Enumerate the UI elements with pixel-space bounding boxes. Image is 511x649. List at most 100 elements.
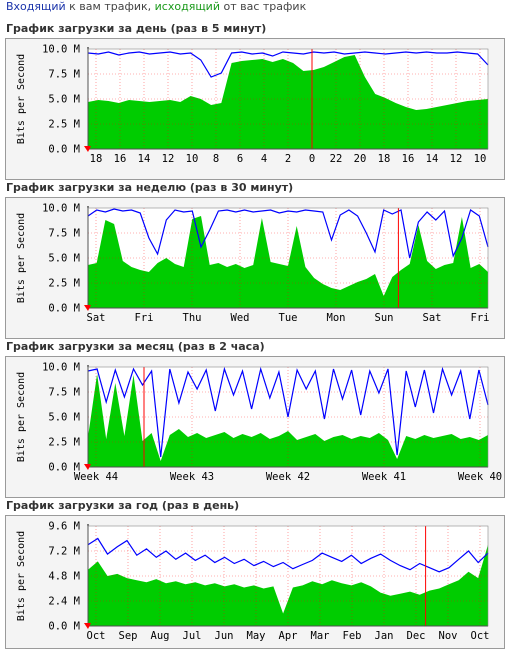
plot-border xyxy=(87,366,489,468)
y-tick-label: 2.5 M xyxy=(48,437,80,449)
axis-origin-arrow xyxy=(84,464,91,470)
y-axis-title: Bits per Second xyxy=(16,531,27,621)
y-tick-label: 10.0 M xyxy=(42,203,80,215)
x-tick-label: 12 xyxy=(162,153,175,165)
x-tick-label: Dec xyxy=(407,630,426,642)
x-tick-label: Aug xyxy=(151,630,170,642)
legend-out-text: от вас трафик xyxy=(219,0,307,13)
x-tick-label: Fri xyxy=(135,312,154,324)
legend: Входящий к вам трафик, исходящий от вас … xyxy=(6,0,306,13)
incoming-traffic-line xyxy=(87,366,489,458)
day-chart-panel: График загрузки за день (раз в 5 минут) … xyxy=(0,22,511,184)
month-chart-title: График загрузки за месяц (раз в 2 часа) xyxy=(6,340,265,353)
x-tick-label: Jul xyxy=(183,630,202,642)
x-tick-label: Thu xyxy=(183,312,202,324)
x-tick-label: Tue xyxy=(279,312,298,324)
outgoing-traffic-area xyxy=(88,216,488,308)
x-tick-label: Sun xyxy=(375,312,394,324)
x-tick-label: 20 xyxy=(354,153,367,165)
x-tick-label: Oct xyxy=(471,630,490,642)
x-tick-label: Wed xyxy=(231,312,250,324)
plot-border xyxy=(87,48,489,150)
x-tick-label: 0 xyxy=(309,153,315,165)
y-axis-title: Bits per Second xyxy=(16,54,27,144)
axis-origin-arrow xyxy=(84,623,91,629)
x-tick-label: 4 xyxy=(261,153,267,165)
y-tick-label: 9.6 M xyxy=(48,521,80,533)
y-tick-label: 2.5 M xyxy=(48,278,80,290)
day-chart: 10.0 M 7.5 M 5.0 M 2.5 M 0.0 M 18 16 14 12 10 8 6 4 2… xyxy=(16,44,489,165)
y-tick-label: 10.0 M xyxy=(42,362,80,374)
x-tick-label: May xyxy=(247,630,266,642)
x-tick-label: Mon xyxy=(327,312,346,324)
plot-border xyxy=(87,207,489,309)
y-tick-label: 5.0 M xyxy=(48,412,80,424)
y-tick-label: 7.2 M xyxy=(48,546,80,558)
x-tick-label: Fri xyxy=(471,312,490,324)
y-tick-label: 2.5 M xyxy=(48,119,80,131)
year-chart: 9.6 M 7.2 M 4.8 M 2.4 M 0.0 M Oct Sep Aug Jul Jun… xyxy=(16,521,490,643)
x-tick-label: Nov xyxy=(439,630,458,642)
x-tick-label: Sat xyxy=(423,312,442,324)
x-tick-label: 14 xyxy=(426,153,439,165)
outgoing-traffic-area xyxy=(88,374,488,467)
x-tick-label: Week 43 xyxy=(170,471,214,483)
incoming-traffic-line xyxy=(87,208,489,259)
y-tick-label: 2.4 M xyxy=(48,596,80,608)
axis-origin-arrow xyxy=(84,146,91,152)
y-axis-title: Bits per Second xyxy=(16,372,27,462)
y-tick-label: 7.5 M xyxy=(48,69,80,81)
year-chart-panel: График загрузки за год (раз в день) 9.6 … xyxy=(0,499,511,649)
legend-in-text: к вам трафик, xyxy=(65,0,155,13)
x-tick-label: 8 xyxy=(213,153,219,165)
incoming-traffic-line xyxy=(87,537,489,573)
x-tick-label: 10 xyxy=(474,153,487,165)
x-tick-label: Week 40 xyxy=(458,471,502,483)
month-chart-panel: График загрузки за месяц (раз в 2 часа) … xyxy=(0,340,511,502)
legend-out-word: исходящий xyxy=(154,0,220,13)
x-tick-label: 18 xyxy=(378,153,391,165)
week-chart-panel: График загрузки за неделю (раз в 30 мину… xyxy=(0,181,511,343)
x-tick-label: Week 42 xyxy=(266,471,310,483)
x-tick-label: 2 xyxy=(285,153,291,165)
legend-in-word: Входящий xyxy=(6,0,66,13)
plot-border xyxy=(87,525,489,627)
x-tick-label: 10 xyxy=(186,153,199,165)
incoming-traffic-line xyxy=(87,51,489,78)
x-tick-label: Jan xyxy=(375,630,394,642)
x-tick-label: 22 xyxy=(330,153,343,165)
year-chart-title: График загрузки за год (раз в день) xyxy=(6,499,240,512)
x-tick-label: 12 xyxy=(450,153,463,165)
x-tick-label: 16 xyxy=(402,153,415,165)
x-tick-label: 18 xyxy=(90,153,103,165)
x-tick-label: Week 44 xyxy=(74,471,118,483)
week-chart: 10.0 M 7.5 M 5.0 M 2.5 M 0.0 M Sat Fri Thu Wed Tu… xyxy=(16,203,490,325)
x-tick-label: 16 xyxy=(114,153,127,165)
y-tick-label: 5.0 M xyxy=(48,253,80,265)
day-chart-title: График загрузки за день (раз в 5 минут) xyxy=(6,22,267,35)
x-tick-label: Week 41 xyxy=(362,471,406,483)
x-tick-label: Feb xyxy=(343,630,362,642)
x-tick-label: Mar xyxy=(311,630,330,642)
x-tick-label: Jun xyxy=(215,630,234,642)
y-tick-label: 5.0 M xyxy=(48,94,80,106)
y-tick-label: 10.0 M xyxy=(42,44,80,56)
y-tick-label: 0.0 M xyxy=(48,303,80,315)
x-tick-label: 6 xyxy=(237,153,243,165)
x-tick-label: Oct xyxy=(87,630,106,642)
y-tick-label: 0.0 M xyxy=(48,621,80,633)
x-tick-label: 14 xyxy=(138,153,151,165)
y-tick-label: 4.8 M xyxy=(48,571,80,583)
x-tick-label: Sep xyxy=(119,630,138,642)
y-tick-label: 7.5 M xyxy=(48,228,80,240)
y-axis-title: Bits per Second xyxy=(16,213,27,303)
y-tick-label: 0.0 M xyxy=(48,144,80,156)
x-tick-label: Apr xyxy=(279,630,298,642)
y-tick-label: 7.5 M xyxy=(48,387,80,399)
axis-origin-arrow xyxy=(84,305,91,311)
outgoing-traffic-area xyxy=(88,544,488,626)
y-tick-label: 0.0 M xyxy=(48,462,80,474)
outgoing-traffic-area xyxy=(88,55,488,149)
x-tick-label: Sat xyxy=(87,312,106,324)
